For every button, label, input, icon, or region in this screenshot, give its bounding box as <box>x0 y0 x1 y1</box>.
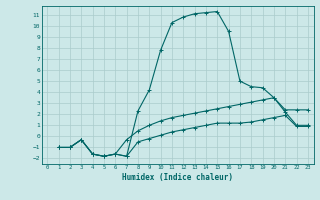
X-axis label: Humidex (Indice chaleur): Humidex (Indice chaleur) <box>122 173 233 182</box>
